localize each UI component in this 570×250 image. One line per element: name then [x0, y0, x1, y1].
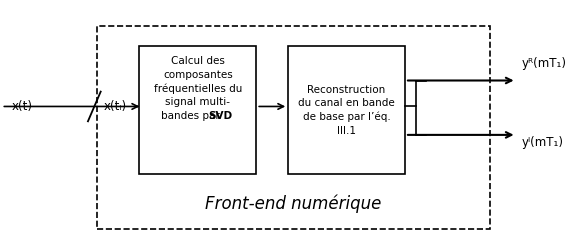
FancyBboxPatch shape: [140, 46, 256, 174]
Text: SVD: SVD: [208, 111, 232, 121]
Text: Calcul des: Calcul des: [171, 56, 225, 66]
Text: fréquentielles du: fréquentielles du: [154, 83, 242, 94]
Text: III.1: III.1: [337, 126, 356, 136]
Text: Reconstruction: Reconstruction: [307, 85, 386, 95]
Text: de base par l’éq.: de base par l’éq.: [303, 112, 390, 122]
Text: signal multi-: signal multi-: [165, 97, 230, 107]
FancyBboxPatch shape: [97, 26, 490, 229]
Text: yᴿ(mT₁): yᴿ(mT₁): [522, 57, 567, 70]
Text: Front-end numérique: Front-end numérique: [205, 195, 382, 213]
Text: bandes par: bandes par: [161, 111, 222, 121]
Text: du canal en bande: du canal en bande: [298, 98, 395, 108]
Text: x(t): x(t): [12, 100, 33, 113]
Text: yᴵ(mT₁): yᴵ(mT₁): [522, 136, 564, 149]
Text: x(tᵢ): x(tᵢ): [104, 100, 127, 113]
FancyBboxPatch shape: [288, 46, 405, 174]
Text: composantes: composantes: [163, 70, 233, 80]
